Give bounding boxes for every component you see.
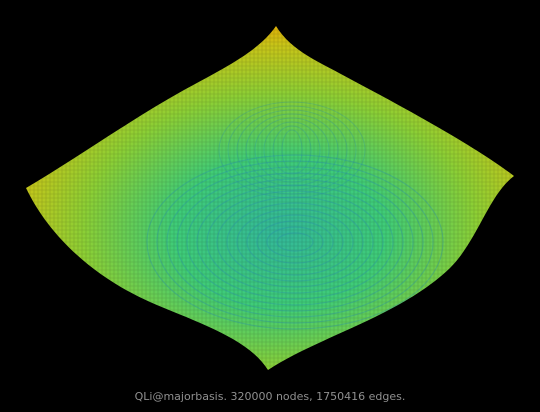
graph-drawing [26, 26, 514, 370]
graph-ring-upper [245, 113, 339, 187]
graph-ring-upper [254, 117, 330, 183]
graph-ring-upper [227, 105, 357, 195]
graph-ring-upper [281, 129, 303, 171]
graph-ring [266, 226, 324, 258]
graph-ring-upper [272, 125, 312, 175]
graph-ring [186, 178, 404, 306]
graph-ring [226, 202, 364, 282]
graph-caption: QLi@majorbasis. 320000 nodes, 1750416 ed… [134, 390, 406, 403]
graph-ring [146, 154, 444, 330]
graph-ring-upper [263, 121, 321, 179]
graph-ring [206, 190, 384, 294]
graph-ring [256, 220, 334, 264]
graph-ring-upper [236, 109, 348, 191]
graph-mesh [26, 26, 514, 370]
graph-ring [176, 172, 414, 312]
graph-ring-upper [218, 101, 366, 199]
graph-ring [156, 160, 434, 324]
graph-ring [236, 208, 354, 276]
graph-ring [246, 214, 344, 270]
graph-ring [216, 196, 374, 288]
graph-rings [146, 101, 444, 330]
graph-ring [276, 232, 314, 252]
graph-ring [166, 166, 424, 318]
graph-ring [196, 184, 394, 300]
